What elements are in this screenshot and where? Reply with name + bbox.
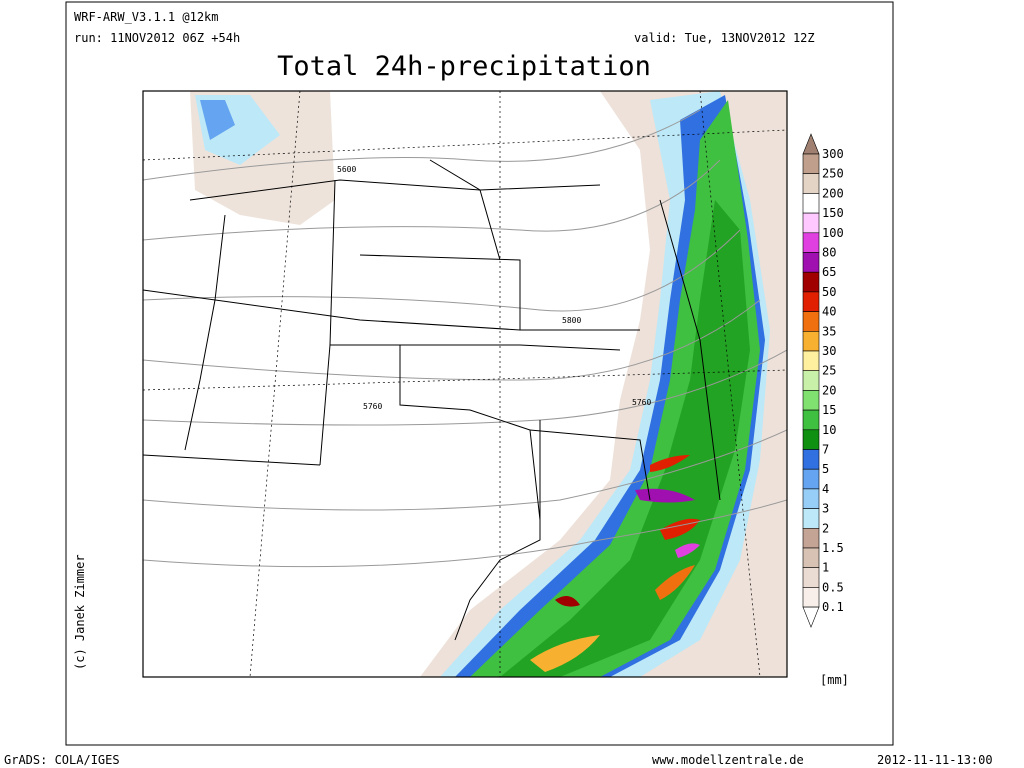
colorbar-label: 15: [822, 403, 836, 417]
colorbar-box: [802, 232, 820, 253]
colorbar-label: 4: [822, 482, 829, 496]
map-title: Total 24h-precipitation: [277, 51, 651, 82]
colorbar-box: [802, 587, 820, 608]
contour-label: 5800: [562, 316, 581, 325]
colorbar: 300 250 200 150 100 80 65 50 40 35 30 25 20 15 10 7 5 4 3 2…: [802, 133, 844, 628]
contour-label: 5760: [632, 398, 651, 407]
colorbar-box: [802, 390, 820, 411]
colorbar-box: [802, 527, 820, 549]
colorbar-label: 1: [822, 561, 829, 575]
run-label: run: 11NOV2012 06Z +54h: [74, 31, 240, 45]
colorbar-box: [802, 291, 820, 312]
colorbar-label: 5: [822, 462, 829, 476]
colorbar-box: [802, 409, 820, 431]
colorbar-box: [802, 330, 820, 352]
footer-left: GrADS: COLA/IGES: [4, 753, 120, 767]
colorbar-label: 100: [822, 226, 844, 240]
colorbar-box: [802, 311, 820, 332]
contour-label: 5760: [363, 402, 382, 411]
colorbar-box: [802, 252, 820, 273]
colorbar-label: 40: [822, 305, 836, 319]
colorbar-box: [802, 449, 820, 470]
colorbar-label: 20: [822, 383, 836, 397]
colorbar-label: 3: [822, 502, 829, 516]
colorbar-label: 300: [822, 147, 844, 161]
colorbar-label: 30: [822, 344, 836, 358]
footer-center: www.modellzentrale.de: [652, 753, 804, 767]
colorbar-box: [802, 508, 820, 529]
map: 5600 5800 5760 5760: [142, 90, 788, 678]
colorbar-label: 200: [822, 186, 844, 200]
colorbar-box: [802, 212, 820, 234]
colorbar-label: 0.1: [822, 600, 844, 614]
colorbar-box: [802, 567, 820, 588]
contour-label: 5600: [337, 165, 356, 174]
colorbar-label: 0.5: [822, 580, 844, 594]
colorbar-label: 25: [822, 364, 836, 378]
colorbar-box: [802, 488, 820, 509]
colorbar-label: 50: [822, 285, 836, 299]
colorbar-label: 65: [822, 265, 836, 279]
credit: (c) Janek Zimmer: [73, 554, 87, 670]
valid-label: valid: Tue, 13NOV2012 12Z: [634, 31, 815, 45]
colorbar-label: 1.5: [822, 541, 844, 555]
colorbar-label: 80: [822, 246, 836, 260]
colorbar-box: [802, 429, 820, 450]
colorbar-box: [802, 271, 820, 293]
colorbar-label: 10: [822, 423, 836, 437]
colorbar-box: [802, 350, 820, 372]
colorbar-box: [802, 547, 820, 569]
colorbar-label: 7: [822, 443, 829, 457]
colorbar-bottom: [802, 606, 820, 628]
colorbar-label: 250: [822, 167, 844, 181]
colorbar-box: [802, 468, 820, 490]
unit-label: [mm]: [820, 673, 849, 687]
colorbar-label: 2: [822, 521, 829, 535]
footer-right: 2012-11-11-13:00: [877, 753, 993, 767]
colorbar-box: [802, 193, 820, 214]
colorbar-box: [802, 153, 820, 175]
colorbar-box: [802, 370, 820, 391]
colorbar-label: 150: [822, 206, 844, 220]
model-label: WRF-ARW_V3.1.1 @12km: [74, 10, 219, 24]
colorbar-label: 35: [822, 324, 836, 338]
colorbar-box: [802, 173, 820, 194]
